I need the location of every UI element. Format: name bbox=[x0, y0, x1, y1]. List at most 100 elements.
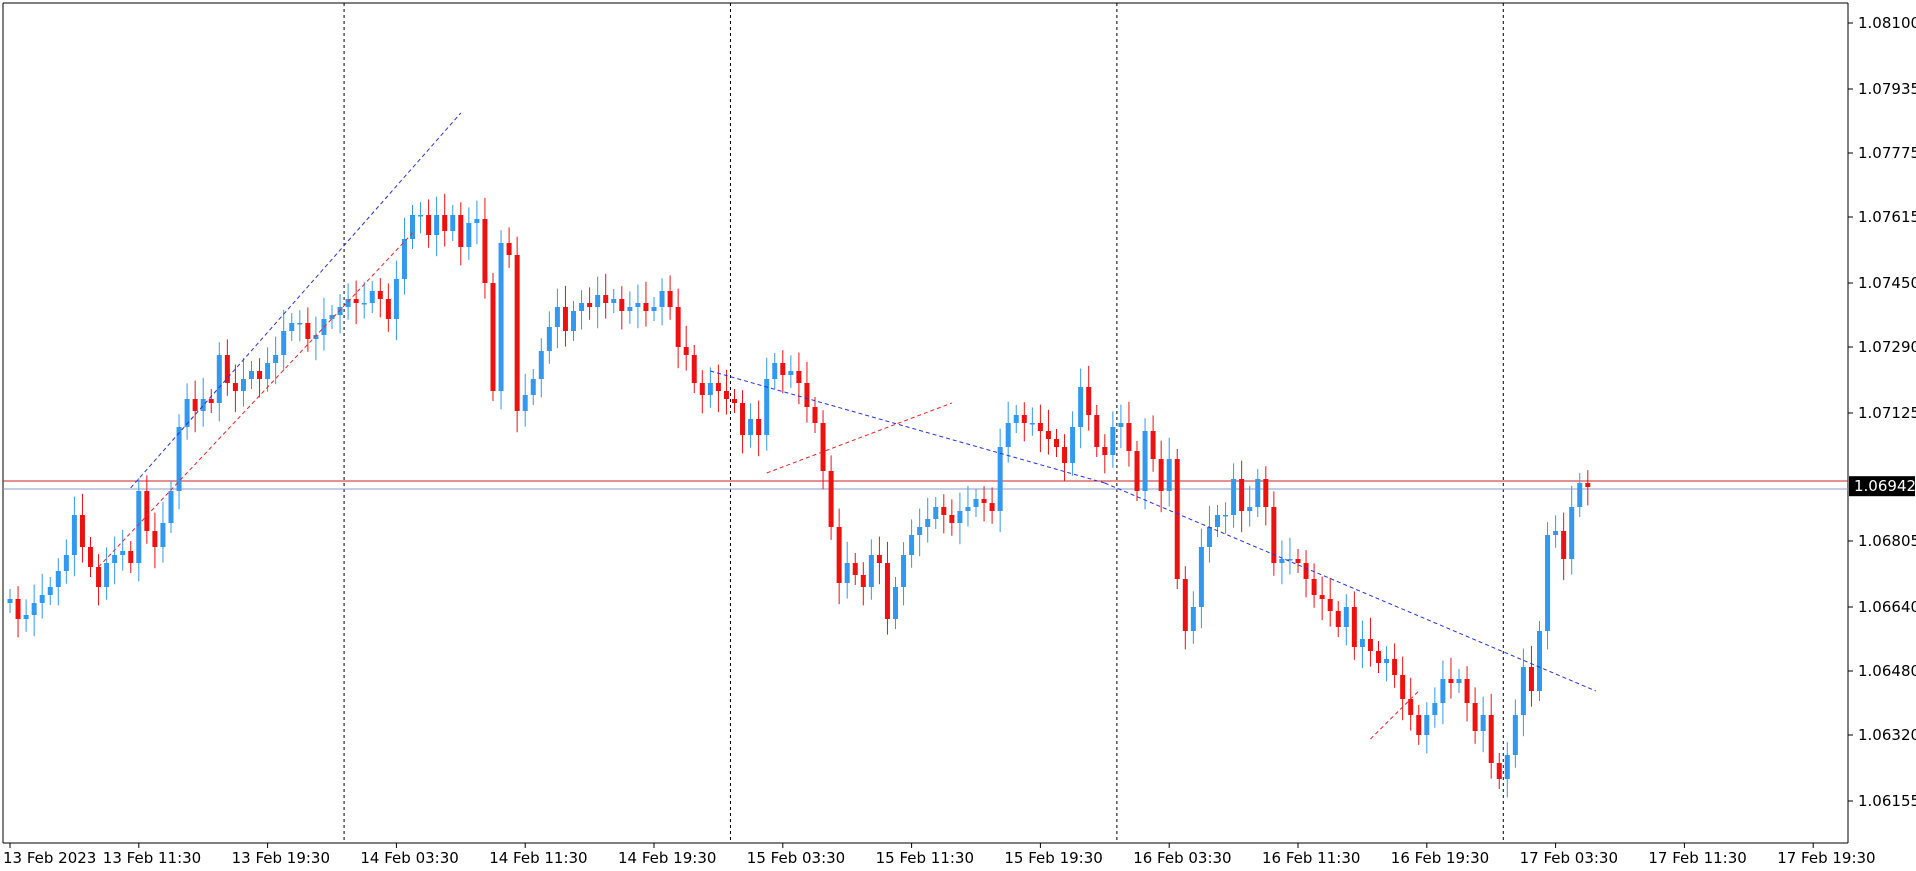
bull-candle-body bbox=[546, 327, 552, 351]
bear-candle-body bbox=[643, 303, 649, 311]
bull-candle-body bbox=[651, 307, 657, 311]
bear-candle-body bbox=[1528, 667, 1534, 691]
bear-candle-body bbox=[804, 383, 810, 407]
bear-candle-body bbox=[619, 299, 625, 311]
bear-candle-body bbox=[144, 491, 150, 531]
bull-candle-body bbox=[965, 507, 971, 511]
bull-candle-body bbox=[1110, 427, 1116, 455]
bull-candle-body bbox=[1440, 679, 1446, 703]
bear-candle-body bbox=[208, 399, 214, 403]
bear-candle-body bbox=[683, 347, 689, 355]
bull-candle-body bbox=[1537, 631, 1542, 691]
bear-candle-body bbox=[224, 355, 230, 383]
bear-candle-body bbox=[723, 391, 729, 399]
zigzag-line[interactable] bbox=[766, 402, 953, 474]
bear-candle-body bbox=[941, 507, 947, 515]
bull-candle-body bbox=[120, 551, 126, 555]
bull-candle-body bbox=[522, 395, 528, 411]
bull-candle-body bbox=[31, 603, 37, 615]
bear-candle-body bbox=[562, 307, 568, 331]
bull-candle-body bbox=[707, 383, 713, 395]
bull-candle-body bbox=[909, 535, 915, 555]
bear-candle-body bbox=[989, 503, 995, 511]
bull-candle-body bbox=[265, 363, 271, 379]
bear-candle-body bbox=[232, 383, 238, 391]
bull-candle-body bbox=[1255, 479, 1261, 507]
bull-candle-body bbox=[925, 519, 931, 527]
bull-candle-body bbox=[1247, 507, 1253, 511]
bear-candle-body bbox=[1400, 675, 1406, 699]
bull-candle-body bbox=[1480, 715, 1486, 731]
bear-candle-body bbox=[96, 567, 102, 587]
zigzag-line[interactable] bbox=[1370, 690, 1420, 740]
bear-candle-body bbox=[152, 531, 158, 547]
bull-candle-body bbox=[1545, 535, 1551, 631]
bull-candle-body bbox=[1424, 715, 1430, 735]
bull-candle-body bbox=[1432, 703, 1438, 715]
bear-candle-body bbox=[1062, 447, 1068, 463]
bull-candle-body bbox=[1343, 607, 1349, 627]
bull-candle-body bbox=[216, 355, 222, 403]
time-tick-label: 17 Feb 03:30 bbox=[1520, 849, 1618, 867]
bear-candle-body bbox=[780, 363, 786, 375]
bull-candle-body bbox=[571, 311, 576, 331]
zigzag-line[interactable] bbox=[1104, 482, 1597, 692]
bull-candle-body bbox=[772, 363, 778, 379]
bear-candle-body bbox=[1448, 679, 1454, 683]
price-tick-label: 1.07775 bbox=[1858, 144, 1916, 162]
zigzag-line[interactable] bbox=[98, 232, 413, 568]
zigzag-line[interactable] bbox=[130, 112, 462, 489]
bull-candle-body bbox=[418, 215, 424, 217]
bull-candle-body bbox=[1078, 387, 1084, 427]
bull-candle-body bbox=[1569, 507, 1575, 559]
bear-candle-body bbox=[1561, 531, 1567, 559]
bear-candle-body bbox=[514, 255, 520, 411]
time-tick-label: 13 Feb 19:30 bbox=[232, 849, 330, 867]
bear-candle-body bbox=[1239, 479, 1245, 511]
bear-candle-body bbox=[426, 215, 432, 235]
zigzag-line[interactable] bbox=[710, 370, 1105, 484]
bull-candle-body bbox=[973, 499, 979, 507]
bull-candle-body bbox=[361, 303, 367, 305]
time-tick-label: 15 Feb 19:30 bbox=[1004, 849, 1102, 867]
bear-candle-body bbox=[1174, 459, 1180, 579]
bear-candle-body bbox=[1150, 431, 1156, 459]
bear-candle-body bbox=[490, 283, 496, 391]
bear-candle-body bbox=[1263, 479, 1269, 507]
bear-candle-body bbox=[1295, 559, 1301, 563]
bull-candle-body bbox=[538, 351, 544, 379]
bull-candle-body bbox=[659, 291, 665, 307]
bear-candle-body bbox=[442, 215, 448, 231]
bull-candle-body bbox=[1013, 415, 1019, 423]
bull-candle-body bbox=[55, 571, 61, 587]
bull-candle-body bbox=[748, 419, 754, 435]
bear-candle-body bbox=[603, 295, 609, 303]
bull-candle-body bbox=[23, 615, 29, 619]
bull-candle-body bbox=[7, 599, 13, 603]
bear-candle-body bbox=[1376, 651, 1381, 663]
bear-candle-body bbox=[1037, 423, 1043, 431]
bear-candle-body bbox=[796, 371, 802, 383]
bear-candle-body bbox=[1488, 715, 1494, 763]
price-tick-label: 1.07615 bbox=[1858, 208, 1916, 226]
bear-candle-body bbox=[305, 323, 311, 339]
bear-candle-body bbox=[1335, 611, 1341, 627]
bear-candle-body bbox=[1472, 703, 1478, 731]
bear-candle-body bbox=[675, 307, 681, 347]
bull-candle-body bbox=[1029, 423, 1035, 425]
bear-candle-body bbox=[884, 563, 890, 619]
bull-candle-body bbox=[579, 303, 585, 311]
bull-candle-body bbox=[369, 291, 375, 303]
bull-candle-body bbox=[1359, 639, 1365, 647]
bull-candle-body bbox=[337, 307, 343, 315]
bull-candle-body bbox=[595, 295, 601, 307]
bear-candle-body bbox=[756, 419, 762, 435]
bear-candle-body bbox=[740, 403, 746, 435]
bear-candle-body bbox=[385, 299, 391, 319]
time-tick-label: 17 Feb 11:30 bbox=[1648, 849, 1746, 867]
bull-candle-body bbox=[1231, 479, 1237, 515]
time-tick-label: 14 Feb 19:30 bbox=[618, 849, 716, 867]
bear-candle-body bbox=[1102, 447, 1108, 455]
